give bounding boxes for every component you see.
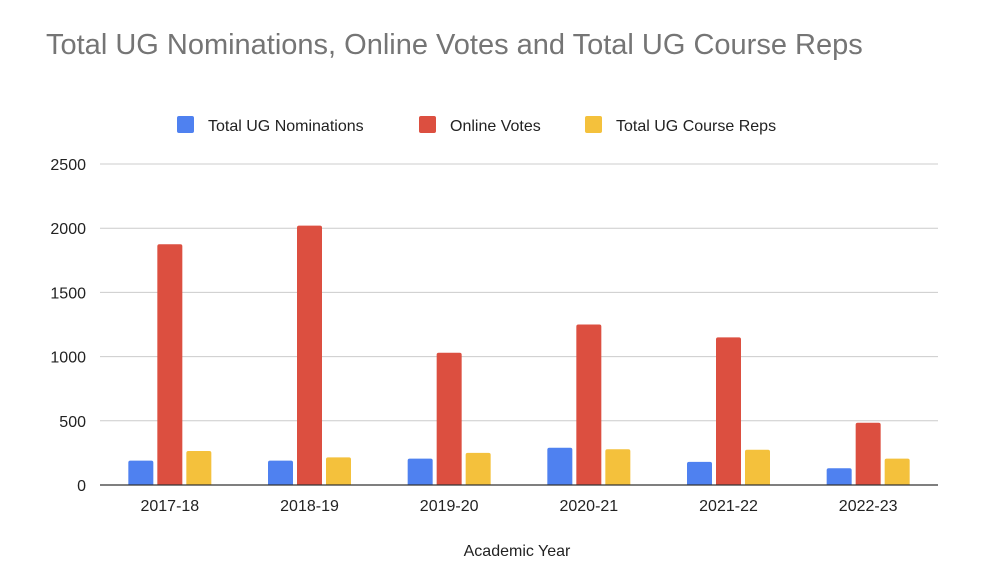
bar	[855, 422, 881, 485]
legend-label: Total UG Course Reps	[616, 118, 776, 135]
x-tick-label: 2019-20	[420, 498, 479, 515]
y-tick-label: 500	[59, 414, 86, 431]
legend-label: Online Votes	[450, 118, 541, 135]
y-tick-label: 0	[77, 478, 86, 495]
bar	[268, 460, 293, 485]
legend-swatch	[419, 116, 436, 133]
legend-swatch	[177, 116, 194, 133]
bar	[745, 449, 770, 485]
bar	[547, 447, 573, 485]
bar	[297, 225, 322, 485]
y-tick-label: 2500	[50, 157, 86, 174]
bar	[465, 452, 491, 485]
x-tick-label: 2020-21	[559, 498, 618, 515]
bar	[186, 450, 212, 485]
legend-label: Total UG Nominations	[208, 118, 364, 135]
chart-title: Total UG Nominations, Online Votes and T…	[46, 29, 863, 61]
x-tick-label: 2017-18	[140, 498, 199, 515]
x-axis-title: Academic Year	[464, 543, 571, 560]
x-tick-label: 2022-23	[839, 498, 898, 515]
bar	[716, 337, 741, 485]
y-tick-label: 1500	[50, 285, 86, 302]
bar	[326, 457, 351, 485]
bar	[407, 458, 433, 485]
legend-swatch	[585, 116, 602, 133]
bar	[605, 449, 631, 485]
bar	[157, 244, 183, 485]
bar	[884, 458, 910, 485]
y-tick-label: 1000	[50, 350, 86, 367]
bar	[687, 461, 712, 485]
x-tick-label: 2018-19	[280, 498, 339, 515]
bar	[436, 352, 462, 485]
y-tick-label: 2000	[50, 221, 86, 238]
bar	[128, 460, 154, 485]
bar	[576, 324, 602, 485]
bar	[826, 468, 852, 485]
x-tick-label: 2021-22	[699, 498, 758, 515]
